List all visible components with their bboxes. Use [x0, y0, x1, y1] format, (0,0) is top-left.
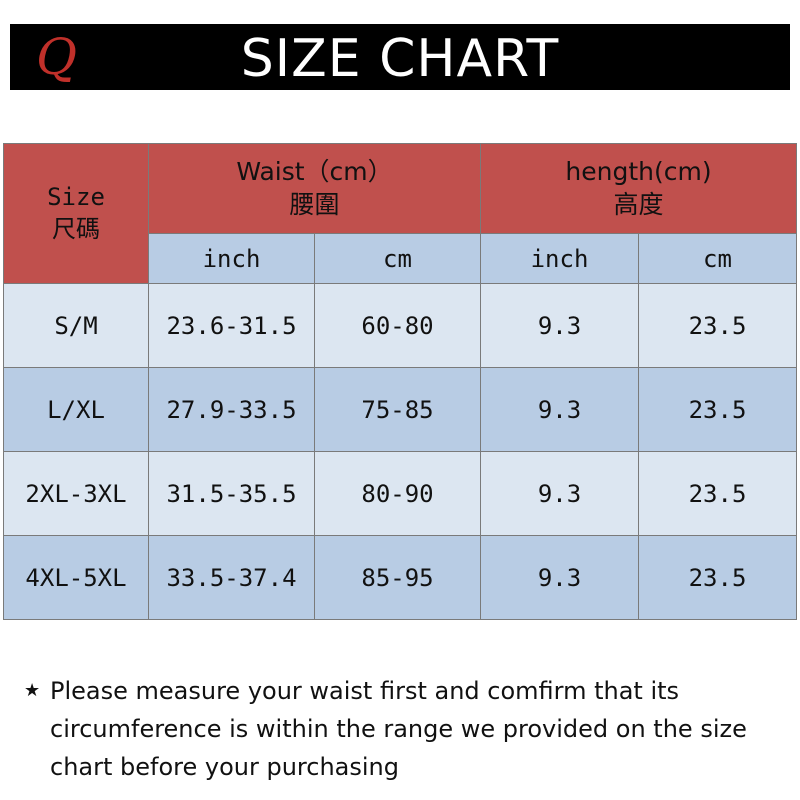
table-header-row: Size 尺碼 Waist（cm） 腰圍 hength(cm) 高度: [3, 143, 798, 284]
waist-column-header: Waist（cm） 腰圍: [148, 143, 481, 234]
size-cell: 2XL-3XL: [3, 451, 149, 536]
length-inch-cell: 9.3: [480, 451, 639, 536]
measurement-note: ★ Please measure your waist first and co…: [24, 672, 784, 786]
table-row: 2XL-3XL 31.5-35.5 80-90 9.3 23.5: [3, 451, 798, 536]
size-cell: 4XL-5XL: [3, 535, 149, 620]
note-text: Please measure your waist first and comf…: [50, 677, 747, 781]
size-cell: S/M: [3, 283, 149, 368]
waist-inch-cell: 23.6-31.5: [148, 283, 315, 368]
page-title: SIZE CHART: [240, 29, 560, 89]
brand-logo: Q: [36, 28, 77, 86]
waist-inch-cell: 31.5-35.5: [148, 451, 315, 536]
length-cm-cell: 23.5: [637, 367, 798, 452]
size-cell: L/XL: [3, 367, 149, 452]
size-header-en: Size: [47, 183, 105, 212]
waist-header-zh: 腰圍: [289, 189, 340, 219]
waist-inch-subheader: inch: [148, 233, 315, 284]
length-column-header: hength(cm) 高度: [479, 143, 798, 234]
size-table: Size 尺碼 Waist（cm） 腰圍 hength(cm) 高度 inch …: [3, 143, 798, 620]
waist-cm-cell: 80-90: [314, 451, 481, 536]
star-icon: ★: [24, 680, 41, 701]
size-header-zh: 尺碼: [52, 214, 100, 243]
length-inch-cell: 9.3: [480, 367, 639, 452]
table-row: L/XL 27.9-33.5 75-85 9.3 23.5: [3, 367, 798, 452]
length-inch-subheader: inch: [480, 233, 639, 284]
length-inch-cell: 9.3: [480, 283, 639, 368]
waist-inch-cell: 33.5-37.4: [148, 535, 315, 620]
length-cm-cell: 23.5: [637, 535, 798, 620]
title-banner: Q SIZE CHART: [10, 24, 790, 90]
table-subheader-row: inch cm inch cm: [4, 233, 798, 284]
waist-cm-subheader: cm: [314, 233, 481, 284]
size-column-header: Size 尺碼: [3, 143, 149, 284]
waist-header-en: Waist（cm）: [236, 157, 393, 186]
table-row: 4XL-5XL 33.5-37.4 85-95 9.3 23.5: [3, 535, 798, 620]
waist-cm-cell: 60-80: [314, 283, 481, 368]
length-cm-cell: 23.5: [637, 451, 798, 536]
length-inch-cell: 9.3: [480, 535, 639, 620]
table-row: S/M 23.6-31.5 60-80 9.3 23.5: [3, 283, 798, 368]
length-header-en: hength(cm): [565, 157, 712, 186]
waist-cm-cell: 85-95: [314, 535, 481, 620]
length-cm-subheader: cm: [637, 233, 798, 284]
length-header-zh: 高度: [613, 189, 664, 219]
waist-cm-cell: 75-85: [314, 367, 481, 452]
length-cm-cell: 23.5: [637, 283, 798, 368]
waist-inch-cell: 27.9-33.5: [148, 367, 315, 452]
